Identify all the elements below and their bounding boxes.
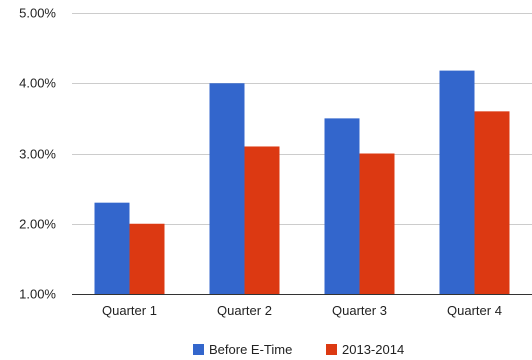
- legend-swatch: [193, 344, 204, 355]
- legend: Before E-Time 2013-2014: [193, 342, 404, 357]
- bar-before-etime: [209, 83, 245, 294]
- x-tick-label: Quarter 2: [217, 303, 272, 318]
- bar-2013-2014: [244, 146, 280, 294]
- x-tick-label: Quarter 3: [332, 303, 387, 318]
- y-tick-label: 5.00%: [19, 6, 56, 21]
- legend-swatch: [326, 344, 337, 355]
- y-tick-label: 1.00%: [19, 287, 56, 302]
- legend-label: 2013-2014: [342, 342, 404, 357]
- y-axis: 1.00% 2.00% 3.00% 4.00% 5.00%: [19, 6, 56, 302]
- legend-label: Before E-Time: [209, 342, 292, 357]
- bar-2013-2014: [129, 223, 165, 294]
- y-tick-label: 2.00%: [19, 217, 56, 232]
- bars: [94, 70, 510, 294]
- y-tick-label: 3.00%: [19, 147, 56, 162]
- bar-2013-2014: [474, 111, 510, 294]
- x-tick-label: Quarter 1: [102, 303, 157, 318]
- bar-2013-2014: [359, 153, 395, 294]
- y-tick-label: 4.00%: [19, 76, 56, 91]
- bar-before-etime: [94, 202, 130, 294]
- x-axis: Quarter 1 Quarter 2 Quarter 3 Quarter 4: [72, 294, 532, 318]
- bar-before-etime: [324, 118, 360, 294]
- x-tick-label: Quarter 4: [447, 303, 502, 318]
- bar-before-etime: [439, 70, 475, 294]
